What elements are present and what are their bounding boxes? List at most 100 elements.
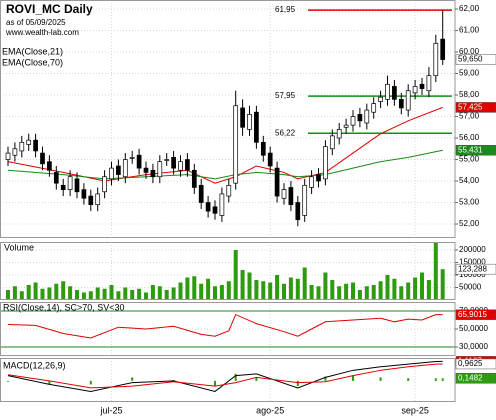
volume-bar	[185, 277, 190, 300]
volume-bar	[75, 290, 79, 300]
volume-bar	[426, 280, 431, 300]
volume-bar	[399, 286, 404, 300]
histogram-bar	[7, 380, 9, 382]
histogram-bar	[214, 380, 216, 387]
candle-body	[343, 124, 349, 128]
histogram-bar	[255, 377, 258, 381]
volume-bar	[392, 278, 397, 300]
volume-bar	[109, 285, 114, 300]
y-tick-label: 56,00	[459, 133, 480, 142]
volume-bar	[378, 281, 383, 300]
histogram-bar	[407, 378, 410, 381]
series-line	[7, 313, 443, 339]
y-tick-label: 54,00	[459, 176, 480, 185]
volume-bar	[344, 283, 349, 300]
candle-body	[323, 146, 328, 180]
y-tick-label: 61,00	[459, 26, 480, 35]
candle-body	[53, 172, 59, 184]
volume-bar	[295, 278, 300, 300]
y-tick-label: 50,0000	[459, 324, 488, 333]
candle-body	[198, 184, 204, 203]
volume-bar	[240, 270, 245, 300]
y-tick-label: 100000	[459, 270, 486, 279]
candle-body	[136, 154, 142, 169]
histogram-bar	[379, 377, 382, 381]
volume-bar	[40, 288, 45, 300]
y-tick-label: 150000	[459, 258, 486, 267]
volume-bar	[6, 290, 10, 300]
value-box	[455, 54, 496, 65]
candle-body	[116, 165, 121, 175]
panel-frame	[0, 358, 456, 402]
value-label: 123,288	[458, 264, 487, 273]
candle-body	[12, 148, 18, 156]
y-tick-label: 30,0000	[459, 342, 488, 351]
candle-body	[226, 184, 232, 197]
volume-bar	[61, 281, 66, 300]
candle-body	[357, 114, 363, 122]
panel-frame	[0, 0, 456, 238]
volume-bar	[233, 250, 238, 300]
candle-body	[33, 139, 38, 152]
subtitle: as of 05/09/2025	[6, 18, 66, 27]
candle-body	[392, 86, 397, 100]
volume-bar	[47, 287, 52, 300]
y-tick-label: 55,00	[459, 155, 480, 164]
candle-body	[295, 202, 301, 221]
panel	[0, 242, 455, 300]
volume-bar	[213, 286, 217, 300]
candle-body	[185, 159, 190, 171]
candle-body	[178, 161, 183, 171]
series-line	[7, 363, 443, 389]
volume-bar	[164, 290, 169, 300]
candle-body	[378, 96, 383, 102]
volume-bar	[254, 280, 259, 300]
volume-bar	[206, 278, 211, 300]
histogram-bar	[352, 375, 354, 381]
candle-body	[150, 169, 156, 178]
volume-bar	[261, 281, 266, 300]
volume-bar	[351, 282, 355, 300]
volume-bar	[302, 267, 307, 300]
level-label: 56,22	[275, 128, 296, 137]
volume-bar	[440, 269, 445, 300]
panel	[7, 358, 444, 402]
value-label: 59,650	[458, 55, 483, 64]
x-tick-label: jul-25	[99, 405, 122, 415]
histogram-bar	[131, 377, 134, 381]
volume-bar	[157, 286, 162, 300]
candle-body	[405, 90, 411, 111]
candle-body	[350, 116, 356, 126]
y-tick-label: 200000	[459, 245, 486, 254]
candle-body	[219, 193, 225, 216]
y-tick-label: 62,00	[459, 4, 480, 13]
candle-body	[67, 176, 73, 190]
value-label: 65,9015	[458, 310, 487, 319]
volume-bar	[309, 285, 314, 300]
histogram-bar	[89, 380, 92, 385]
y-tick-label: 59,00	[459, 69, 480, 78]
volume-bar	[123, 287, 128, 300]
candle-body	[109, 167, 114, 180]
legend-entry: EMA(Close,70)	[2, 57, 63, 67]
volume-bar	[33, 282, 38, 300]
volume-bar	[68, 286, 73, 300]
volume-bar	[192, 276, 197, 300]
candle-body	[26, 139, 32, 145]
candle-body	[191, 169, 197, 188]
volume-bar	[316, 286, 321, 300]
value-box	[455, 145, 496, 156]
source: www.wealth-lab.com	[5, 28, 79, 37]
legend-entry: EMA(Close,21)	[2, 46, 63, 56]
volume-bar	[130, 290, 135, 300]
candle-body	[274, 167, 280, 197]
volume-bar	[330, 280, 335, 300]
volume-bar	[268, 282, 273, 300]
histogram-bar	[234, 373, 237, 381]
volume-bar	[433, 242, 438, 300]
candle-body	[164, 159, 170, 161]
volume-bar	[371, 285, 376, 300]
candle-body	[267, 152, 273, 167]
